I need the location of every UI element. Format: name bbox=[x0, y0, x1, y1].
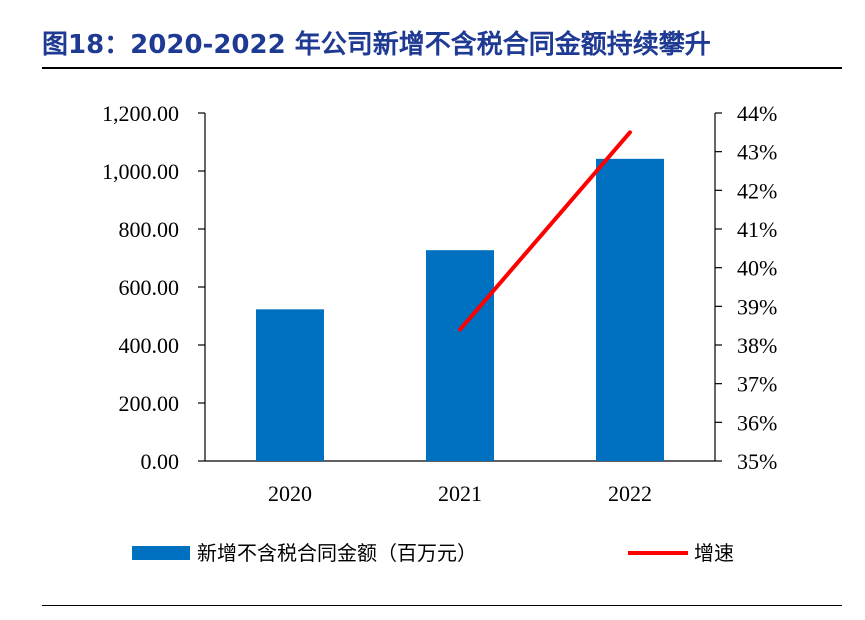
left-tick-label: 1,000.00 bbox=[102, 159, 179, 184]
right-tick-label: 44% bbox=[737, 101, 777, 126]
legend-line-label: 增速 bbox=[694, 541, 734, 565]
right-tick-label: 36% bbox=[737, 410, 777, 435]
right-tick-label: 38% bbox=[737, 333, 777, 358]
left-tick-label: 800.00 bbox=[119, 217, 180, 242]
right-tick-label: 43% bbox=[737, 140, 777, 165]
right-tick-label: 37% bbox=[737, 372, 777, 397]
right-tick-label: 35% bbox=[737, 449, 777, 474]
left-tick-label: 200.00 bbox=[119, 391, 180, 416]
x-tick-label: 2022 bbox=[608, 481, 652, 506]
x-tick-label: 2020 bbox=[268, 481, 312, 506]
bar-2022 bbox=[596, 158, 664, 461]
left-tick-label: 600.00 bbox=[119, 275, 180, 300]
growth-line bbox=[458, 130, 632, 332]
x-tick-label: 2021 bbox=[438, 481, 482, 506]
left-tick-label: 400.00 bbox=[119, 333, 180, 358]
right-tick-label: 40% bbox=[737, 256, 777, 281]
footer-rule bbox=[42, 605, 842, 606]
left-tick-label: 1,200.00 bbox=[102, 101, 179, 126]
x-axis-labels: 2020 2021 2022 bbox=[268, 481, 652, 506]
right-tick-label: 39% bbox=[737, 294, 777, 319]
right-tick-label: 42% bbox=[737, 178, 777, 203]
bar-2021 bbox=[426, 250, 494, 461]
chart-title: 图18：2020-2022 年公司新增不含税合同金额持续攀升 bbox=[42, 30, 711, 60]
legend: 新增不含税合同金额（百万元） 增速 bbox=[132, 541, 734, 565]
title-rule bbox=[42, 67, 842, 69]
legend-bar-label: 新增不含税合同金额（百万元） bbox=[197, 541, 477, 565]
bar-2020 bbox=[256, 309, 324, 461]
left-tick-label: 0.00 bbox=[141, 449, 180, 474]
bar-series bbox=[256, 158, 664, 461]
right-axis: 35% 36% 37% 38% 39% 40% 41% 42% 43% 44% bbox=[714, 101, 777, 474]
legend-bar-swatch bbox=[132, 546, 190, 560]
right-tick-label: 41% bbox=[737, 217, 777, 242]
line-series bbox=[458, 130, 632, 332]
